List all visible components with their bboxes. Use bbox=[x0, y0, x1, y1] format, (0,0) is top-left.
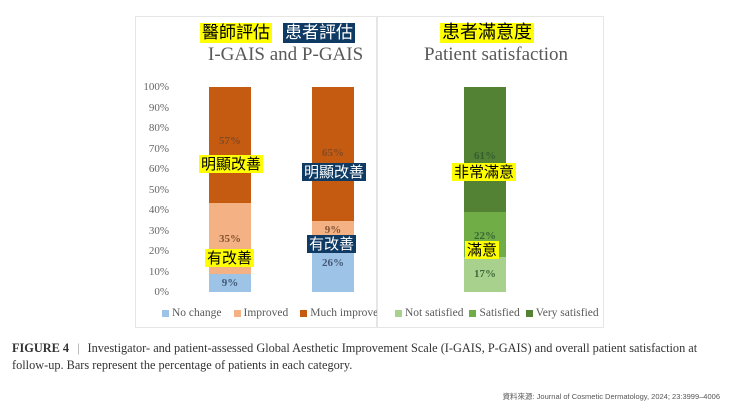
legend-label: No change bbox=[172, 307, 222, 319]
caption-separator: | bbox=[77, 341, 80, 355]
y-tick: 60% bbox=[148, 163, 169, 175]
y-tick: 80% bbox=[148, 122, 169, 134]
legend-item-very-satisfied: Very satisfied bbox=[525, 307, 599, 319]
segment-value: 17% bbox=[474, 268, 496, 280]
improved-annotation: 有改善 bbox=[307, 235, 357, 253]
segment-value: 65% bbox=[322, 147, 344, 159]
legend-item-no-change: No change bbox=[162, 307, 222, 319]
legend-label: Very satisfied bbox=[535, 307, 599, 319]
y-tick: 10% bbox=[148, 265, 169, 278]
segment-value: 35% bbox=[219, 233, 241, 245]
figure-label: FIGURE 4 bbox=[12, 341, 70, 355]
legend-item-much-improved: Much improved bbox=[300, 307, 384, 319]
satisfaction-chart-panel: 患者滿意度 Patient satisfaction 61% 22% 17% 非… bbox=[377, 16, 604, 328]
y-tick: 30% bbox=[148, 224, 169, 237]
much-improved-segment: 57% bbox=[209, 87, 251, 203]
gais-chart-panel: 醫師評估 患者評估 I-GAIS and P-GAIS 100% 90% 80%… bbox=[135, 16, 384, 328]
legend-label: Not satisfied bbox=[405, 307, 464, 319]
swatch-icon bbox=[395, 309, 402, 317]
segment-value: 9% bbox=[324, 224, 342, 236]
swatch-icon bbox=[233, 309, 241, 317]
legend-item-satisfied: Satisfied bbox=[469, 307, 520, 319]
y-tick: 40% bbox=[148, 204, 169, 216]
y-tick: 50% bbox=[148, 183, 169, 196]
much-improved-annotation: 明顯改善 bbox=[302, 163, 367, 181]
legend-label: Satisfied bbox=[479, 307, 520, 319]
chart-title: Patient satisfaction bbox=[424, 44, 569, 65]
not-satisfied-segment: 17% bbox=[464, 257, 506, 292]
satisfied-annotation: 滿意 bbox=[465, 241, 500, 259]
y-tick: 70% bbox=[148, 142, 169, 155]
improved-segment: 9% bbox=[312, 221, 354, 239]
figure-caption: FIGURE 4 | Investigator- and patient-asses… bbox=[12, 340, 732, 374]
segment-value: 57% bbox=[219, 135, 241, 147]
source-citation: 資料來源: Journal of Cosmetic Dermatology, 2… bbox=[502, 392, 720, 401]
segment-value: 26% bbox=[322, 257, 344, 269]
pgais-bar: 65% 9% 26% bbox=[312, 87, 354, 292]
swatch-icon bbox=[162, 309, 169, 317]
y-tick: 90% bbox=[148, 101, 169, 114]
swatch-icon bbox=[525, 309, 533, 317]
legend-label: Improved bbox=[243, 307, 289, 319]
investigator-assessment-title: 醫師評估 bbox=[200, 23, 272, 43]
very-satisfied-segment: 61% bbox=[464, 87, 506, 212]
patient-assessment-title: 患者評估 bbox=[283, 23, 355, 43]
improved-annotation: 有改善 bbox=[205, 249, 255, 267]
legend: No change Improved Much improved bbox=[162, 307, 384, 319]
satisfaction-zh-title: 患者滿意度 bbox=[440, 22, 534, 43]
swatch-icon bbox=[469, 309, 477, 317]
segment-value: 22% bbox=[474, 230, 496, 242]
legend-label: Much improved bbox=[310, 307, 384, 319]
y-tick: 0% bbox=[154, 286, 169, 298]
much-improved-segment: 65% bbox=[312, 87, 354, 221]
swatch-icon bbox=[300, 309, 308, 317]
no-change-segment: 9% bbox=[209, 274, 251, 292]
y-tick: 20% bbox=[148, 245, 169, 257]
legend: Not satisfied Satisfied Very satisfied bbox=[395, 307, 599, 319]
y-tick: 100% bbox=[143, 81, 169, 93]
legend-item-not-satisfied: Not satisfied bbox=[395, 307, 463, 319]
much-improved-annotation: 明顯改善 bbox=[199, 155, 264, 173]
segment-value: 61% bbox=[474, 150, 496, 162]
satisfaction-bar: 61% 22% 17% bbox=[464, 87, 506, 292]
caption-text: Investigator- and patient-assessed Globa… bbox=[12, 341, 698, 372]
legend-item-improved: Improved bbox=[233, 307, 289, 319]
very-satisfied-annotation: 非常滿意 bbox=[452, 163, 517, 181]
chart-title: I-GAIS and P-GAIS bbox=[208, 44, 364, 65]
segment-value: 9% bbox=[221, 277, 239, 289]
